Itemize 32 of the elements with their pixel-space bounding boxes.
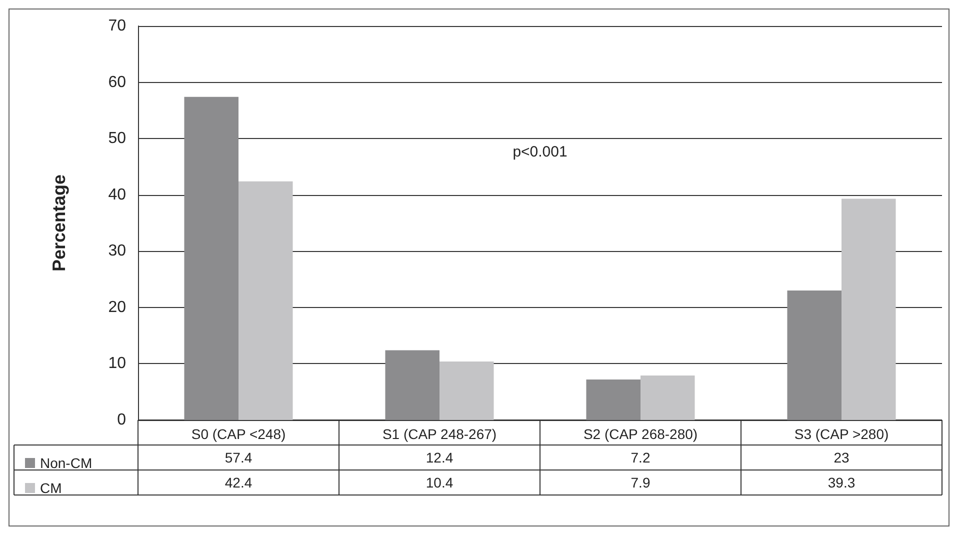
data-label: 12.4 (426, 450, 454, 466)
data-label: 23 (834, 450, 850, 466)
bar (238, 181, 293, 420)
annotation: p<0.001 (512, 144, 568, 161)
y-axis-title: Percentage (49, 174, 69, 272)
y-tick-label: 40 (108, 186, 126, 204)
y-tick-label: 60 (108, 74, 126, 91)
data-label: 10.4 (426, 474, 454, 490)
y-tick-label: 0 (117, 412, 126, 428)
y-tick-label: 70 (108, 18, 126, 34)
data-label: 57.4 (224, 450, 252, 466)
bar (385, 350, 440, 420)
data-label: 42.4 (224, 474, 252, 490)
bar (640, 376, 695, 420)
x-tick-label: S1 (CAP 248-267) (382, 426, 497, 442)
data-label: 39.3 (828, 474, 856, 490)
x-tick-label: S0 (CAP <248) (191, 426, 286, 442)
bar (842, 198, 896, 420)
bar (184, 96, 238, 420)
x-tick-label: S2 (CAP 268-280) (583, 426, 698, 442)
legend-label: CM (40, 480, 62, 496)
y-tick-label: 20 (108, 298, 126, 316)
legend-label: Non-CM (40, 455, 92, 471)
bar (586, 379, 640, 420)
bar (787, 290, 842, 420)
y-tick-label: 30 (108, 242, 126, 260)
x-tick-label: S3 (CAP >280) (794, 426, 889, 442)
data-label: 7.2 (630, 450, 650, 466)
data-label: 7.9 (630, 474, 650, 490)
y-tick-label: 10 (108, 355, 126, 372)
y-tick-label: 50 (108, 130, 126, 148)
bar (440, 361, 494, 420)
